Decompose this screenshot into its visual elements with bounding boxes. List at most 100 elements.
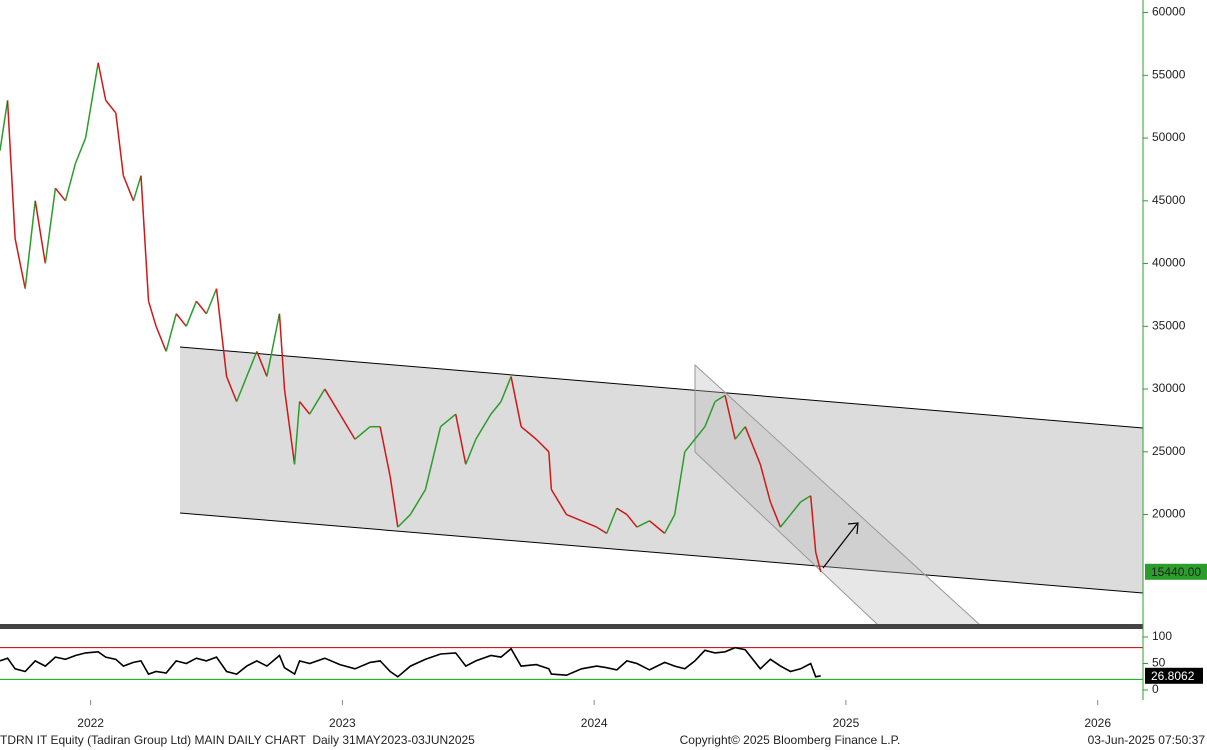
price-segment <box>339 413 356 440</box>
price-segment <box>759 464 772 503</box>
footer-right: 03-Jun-2025 07:50:37 <box>1088 733 1206 747</box>
rsi-last-box <box>1145 667 1203 684</box>
price-segment <box>440 413 457 428</box>
price-segment <box>663 514 676 534</box>
price-segment <box>24 200 36 289</box>
price-segment <box>800 495 812 503</box>
price-segment <box>147 300 157 327</box>
price-segment <box>175 313 187 327</box>
rsi-tick-label: 0 <box>1152 682 1159 696</box>
price-segment <box>354 426 371 440</box>
last-price-box <box>1145 563 1207 580</box>
y-tick-label: 35000 <box>1152 318 1186 332</box>
last-price-label: 15440.00 <box>1151 565 1201 579</box>
x-tick-label: 2022 <box>77 716 104 730</box>
rsi-tick-label: 50 <box>1152 656 1166 670</box>
price-segment <box>256 351 268 377</box>
price-segment <box>14 238 26 289</box>
y-tick-label: 40000 <box>1152 256 1186 270</box>
y-tick-label: 25000 <box>1152 444 1186 458</box>
price-segment <box>389 476 399 528</box>
price-segment <box>626 514 638 528</box>
price-segment <box>465 438 477 465</box>
price-segment <box>235 376 248 402</box>
price-segment <box>616 507 628 516</box>
price-segment <box>397 514 411 528</box>
price-segment <box>769 501 782 528</box>
price-segment <box>54 187 67 202</box>
price-segment <box>409 489 427 515</box>
price-segment <box>215 288 228 377</box>
y-tick-label: 50000 <box>1152 130 1186 144</box>
arrow-head <box>847 522 859 535</box>
price-segment <box>779 514 792 528</box>
price-segment <box>283 388 296 465</box>
footer-left: TDRN IT Equity (Tadiran Group Ltd) MAIN … <box>0 733 475 747</box>
price-segment <box>649 520 666 534</box>
y-tick-label: 45000 <box>1152 193 1186 207</box>
channel-bottom <box>179 512 1144 594</box>
price-segment <box>246 351 258 377</box>
price-segment <box>424 426 442 490</box>
price-segment <box>581 520 597 528</box>
price-segment <box>520 426 537 440</box>
x-tick-label: 2025 <box>833 716 860 730</box>
price-segment <box>205 288 218 315</box>
rsi-line <box>0 646 821 678</box>
price-segment <box>140 175 150 302</box>
price-segment <box>266 313 281 377</box>
y-tick-label: 30000 <box>1152 381 1186 395</box>
price-segment <box>724 395 736 440</box>
price-segment <box>44 188 57 264</box>
price-segment <box>115 112 125 176</box>
price-segment <box>704 401 716 427</box>
price-segment <box>744 426 762 465</box>
y-tick-label: 60000 <box>1152 5 1186 19</box>
y-tick-label: 55000 <box>1152 67 1186 81</box>
rsi-tick-label: 100 <box>1152 629 1172 643</box>
price-segment <box>734 426 746 440</box>
price-segment <box>566 513 582 522</box>
panel-separator <box>0 624 1143 629</box>
price-segment <box>714 394 726 403</box>
price-segment <box>309 388 326 415</box>
x-tick-label: 2026 <box>1084 716 1111 730</box>
x-tick-label: 2023 <box>329 716 356 730</box>
price-segment <box>74 137 87 164</box>
rsi-last-label: 26.8062 <box>1151 669 1195 683</box>
price-segment <box>606 508 618 534</box>
price-segment <box>299 401 311 415</box>
channel-top <box>179 346 1144 429</box>
price-segment <box>165 313 177 352</box>
price-segment <box>225 376 238 402</box>
price-segment <box>596 526 608 535</box>
price-segment <box>324 388 341 415</box>
price-segment <box>789 501 802 516</box>
price-segment <box>500 376 512 402</box>
price-segment <box>379 426 391 478</box>
price-segment <box>6 100 16 239</box>
price-segment <box>454 414 467 465</box>
price-segment <box>278 313 286 390</box>
price-segment <box>105 99 117 114</box>
price-segment <box>34 200 47 264</box>
price-segment <box>694 426 706 440</box>
price-segment <box>814 552 822 572</box>
price-segment <box>510 376 522 427</box>
channel <box>180 347 1143 593</box>
price-segment <box>84 62 99 139</box>
marks <box>0 62 1207 684</box>
footer-center: Copyright© 2025 Bloomberg Finance L.P. <box>680 733 901 747</box>
price-segment <box>475 413 492 440</box>
price-segment <box>490 401 502 415</box>
price-segment <box>548 451 553 490</box>
price-segment <box>0 100 9 151</box>
arrow <box>822 523 858 569</box>
price-segment <box>132 175 142 202</box>
price-segment <box>673 451 686 515</box>
price-segment <box>809 495 817 553</box>
price-segment <box>122 175 135 202</box>
price-segment <box>535 438 550 453</box>
price-segment <box>684 438 696 453</box>
